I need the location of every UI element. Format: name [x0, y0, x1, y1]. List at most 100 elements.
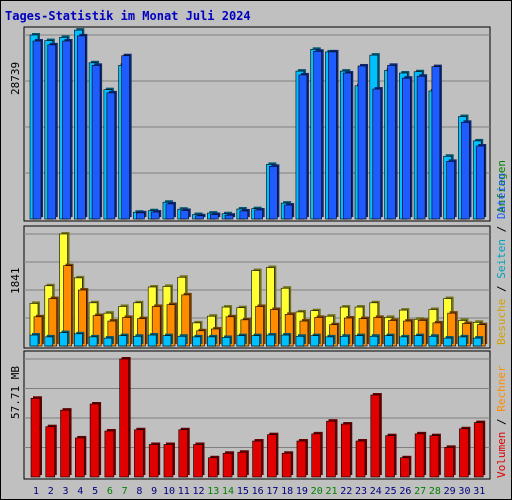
volumen-bar	[355, 440, 366, 478]
day-label: 19	[296, 486, 308, 497]
day-label: 27	[414, 486, 426, 497]
volumen-bar	[459, 428, 469, 478]
seiten-bar	[59, 332, 68, 347]
legend-middle: Besuche / Seiten / Dateien	[495, 173, 508, 345]
seiten-bar	[133, 335, 142, 347]
volumen-bar	[148, 444, 159, 478]
bottom-panel: 57.71 MB	[9, 350, 491, 480]
day-label: 21	[325, 486, 337, 497]
seiten-bar	[88, 336, 98, 347]
legend-separator: /	[495, 279, 508, 299]
volumen-bar	[193, 444, 203, 478]
dateien-bar	[461, 122, 470, 220]
seiten-bar	[162, 335, 172, 347]
dateien-bar	[342, 72, 352, 220]
dateien-bar-depth	[197, 213, 206, 217]
day-label: 24	[370, 486, 382, 497]
seiten-bar	[177, 335, 187, 347]
dateien-bar	[195, 215, 204, 220]
day-label: 7	[122, 486, 128, 497]
top-max-label: 28739	[9, 62, 22, 95]
seiten-bar	[458, 336, 467, 347]
seiten-bar	[339, 335, 349, 347]
dateien-bar	[283, 204, 293, 220]
volumen-bar	[207, 457, 218, 478]
legend-besuche: Besuche	[495, 299, 508, 345]
volumen-bar	[281, 452, 292, 478]
dateien-bar	[165, 203, 175, 220]
volumen-bar	[385, 435, 395, 478]
day-label: 2	[48, 486, 54, 497]
dateien-bar	[62, 40, 71, 220]
volumen-bar	[296, 440, 307, 478]
seiten-bar	[384, 335, 393, 347]
seiten-bar	[147, 334, 157, 347]
top-panel: 28739	[9, 26, 491, 222]
volumen-bar	[75, 437, 85, 478]
dateien-bar	[239, 210, 249, 220]
day-label: 28	[429, 486, 441, 497]
volumen-bar	[60, 409, 70, 478]
day-label: 17	[266, 486, 278, 497]
day-label: 4	[77, 486, 83, 497]
legend-anfragen: Anfragen	[495, 160, 508, 213]
day-label: 3	[63, 486, 69, 497]
volumen-bar	[326, 420, 336, 478]
volumen-bar	[45, 426, 56, 478]
dateien-bar	[298, 74, 308, 220]
volumen-bar	[370, 394, 381, 478]
seiten-bar	[428, 335, 438, 347]
legend-rechner: Rechner	[495, 365, 508, 412]
legend-separator: /	[495, 219, 508, 239]
day-label: 14	[222, 486, 234, 497]
dateien-bar	[224, 214, 234, 220]
dateien-bar	[209, 214, 219, 220]
bottom-max-label: 57.71 MB	[9, 366, 22, 419]
day-label: 5	[92, 486, 98, 497]
legend-volumen: Volumen	[495, 432, 508, 478]
seiten-bar	[280, 334, 290, 347]
seiten-bar	[192, 336, 201, 347]
volumen-bar	[30, 397, 41, 478]
volumen-bar	[252, 440, 262, 478]
seiten-bar	[354, 335, 364, 347]
dateien-bar	[313, 50, 323, 220]
day-label: 26	[399, 486, 411, 497]
day-label: 22	[340, 486, 352, 497]
seiten-bar	[29, 334, 39, 347]
legend-separator: /	[495, 412, 508, 432]
seiten-bar	[221, 337, 231, 347]
volumen-bar	[444, 447, 454, 478]
seiten-bar	[236, 335, 246, 347]
day-label: 9	[151, 486, 157, 497]
seiten-bar	[472, 337, 482, 347]
day-label: 1	[33, 486, 39, 497]
seiten-bar	[118, 335, 127, 347]
dateien-bar	[180, 210, 190, 220]
volumen-bar	[414, 433, 425, 478]
legend-seiten: Seiten	[495, 239, 508, 279]
dateien-bar	[328, 51, 337, 220]
volumen-bar	[119, 358, 129, 478]
seiten-bar	[251, 335, 260, 347]
legend-dateien: Dateien	[495, 173, 508, 219]
legend-bottom: Volumen / Rechner	[495, 365, 508, 478]
dateien-bar	[269, 166, 278, 220]
seiten-bar	[266, 334, 275, 347]
day-label: 18	[281, 486, 293, 497]
volumen-bar	[163, 444, 174, 478]
dateien-bar	[446, 161, 455, 220]
seiten-bar	[399, 336, 408, 347]
volumen-bar	[267, 434, 277, 478]
day-label: 8	[136, 486, 142, 497]
volumen-bar	[178, 429, 189, 478]
dateien-bar	[431, 66, 441, 220]
seiten-bar	[413, 335, 423, 347]
volumen-bar	[89, 403, 100, 478]
dateien-bar	[121, 55, 130, 220]
day-label: 15	[237, 486, 249, 497]
volumen-bar	[237, 451, 248, 478]
legend-top: Anfragen	[495, 160, 508, 213]
day-label: 12	[192, 486, 204, 497]
